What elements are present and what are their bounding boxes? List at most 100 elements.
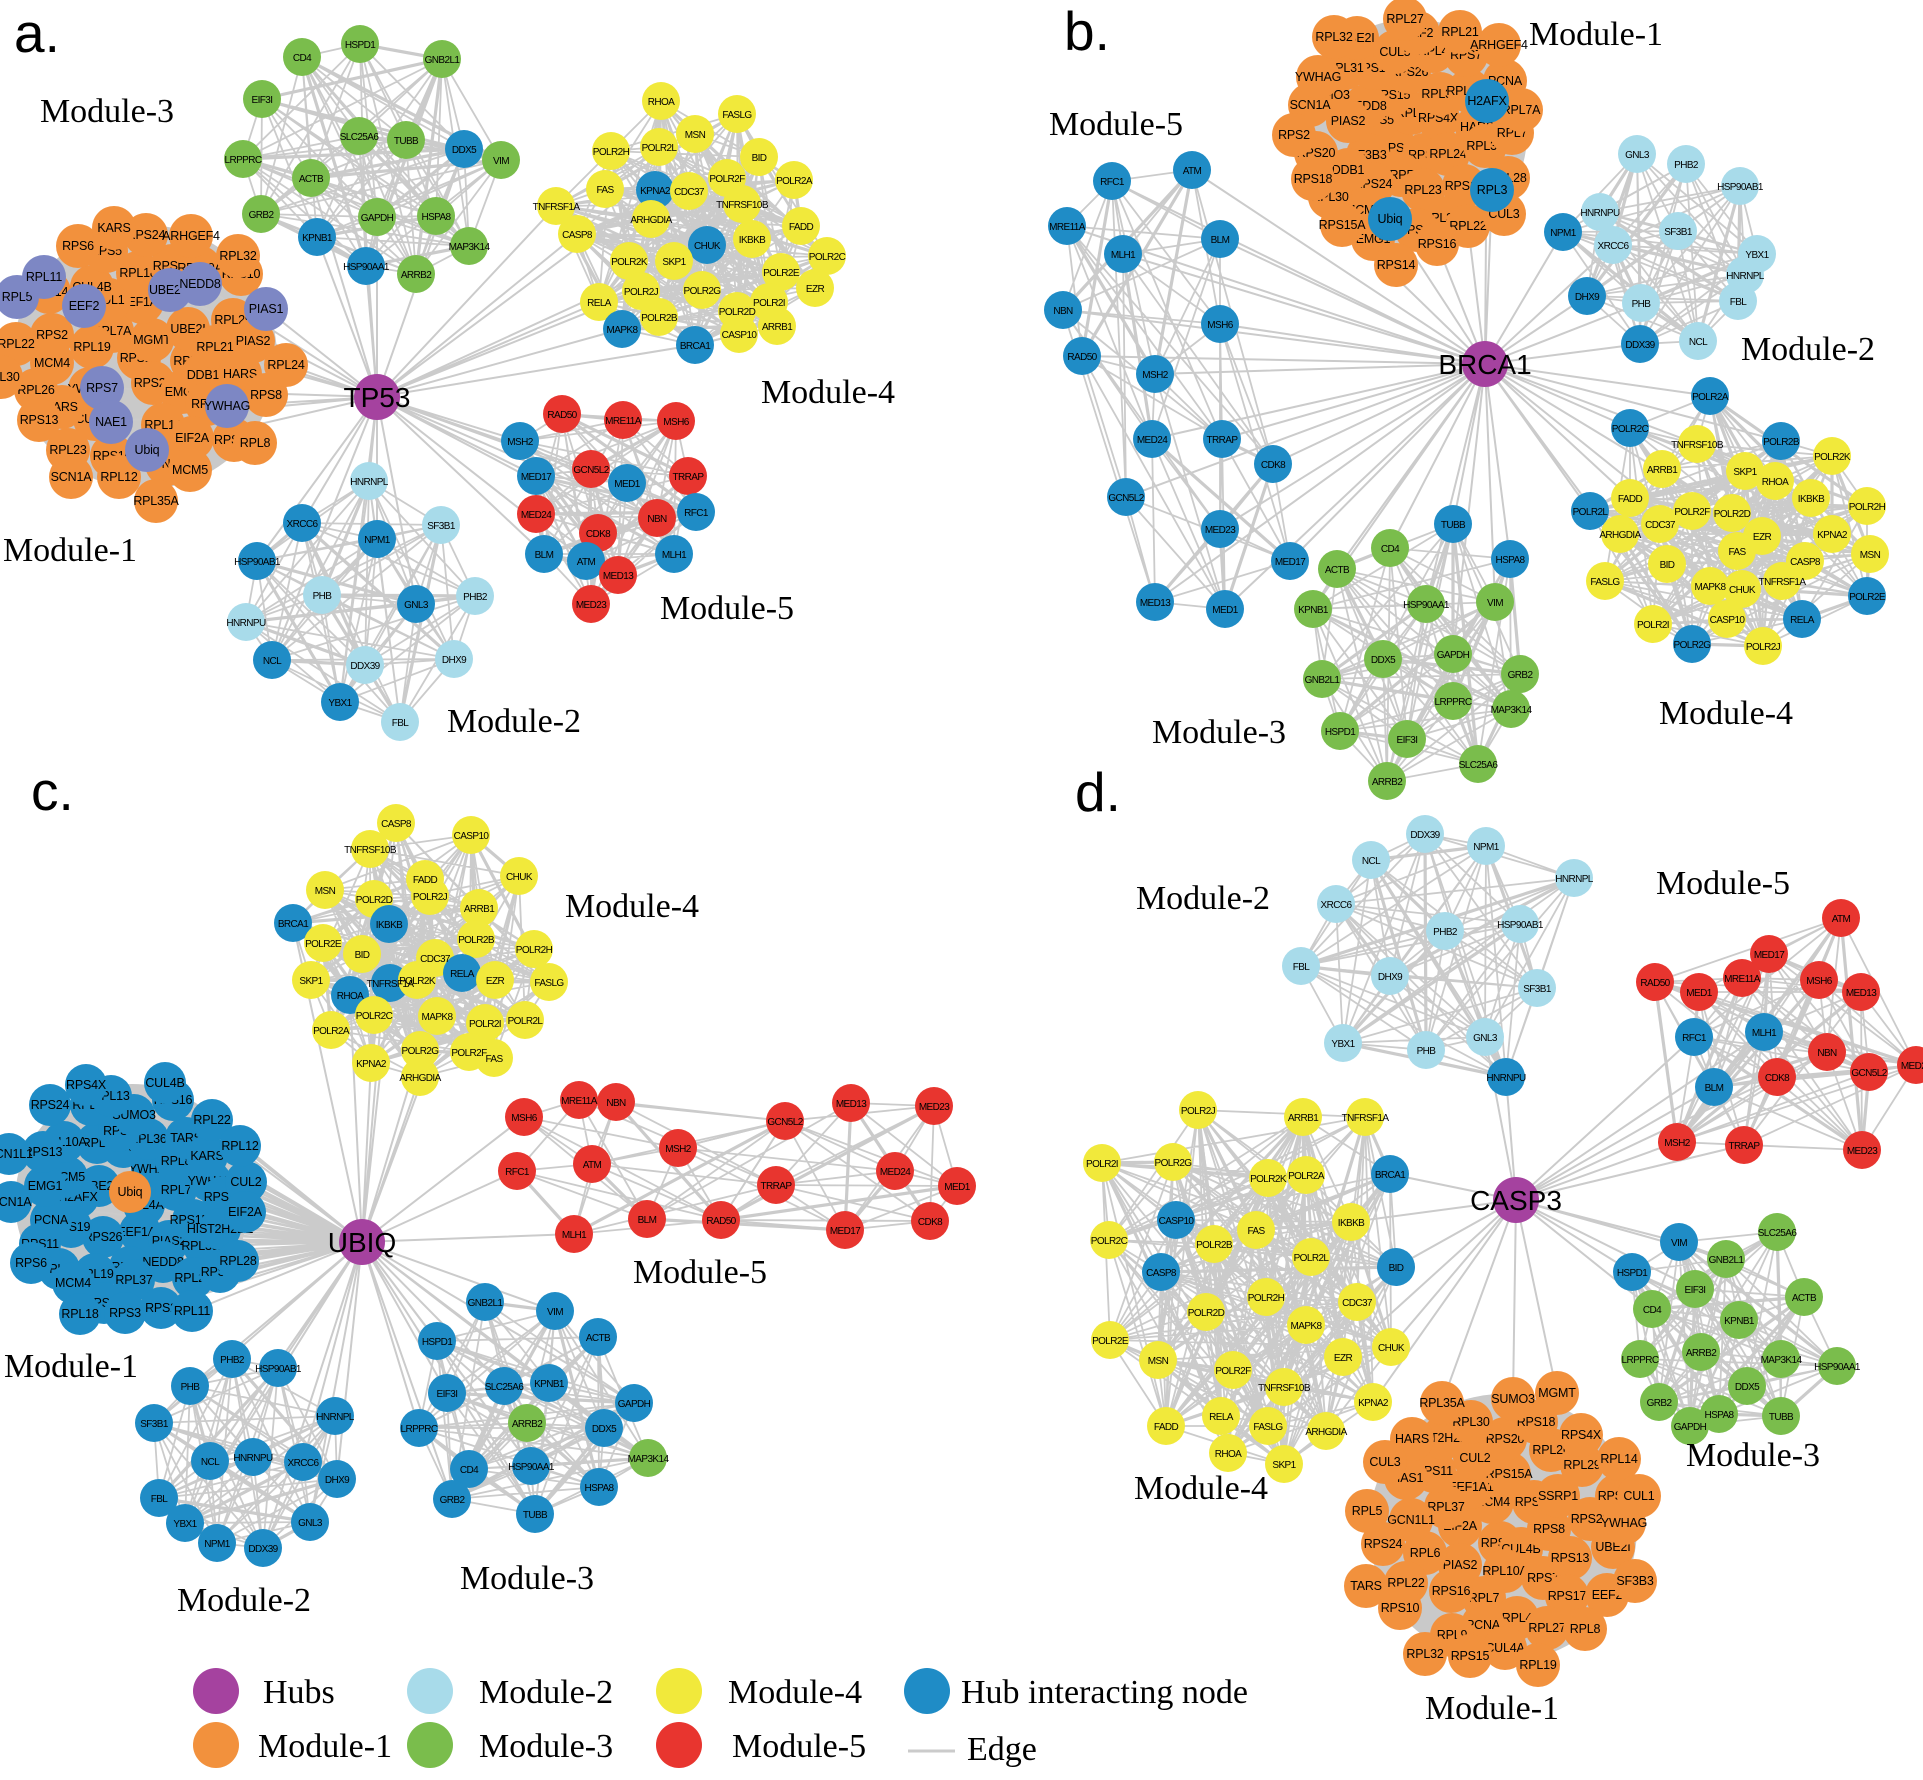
svg-text:MAP3K14: MAP3K14 (449, 242, 491, 253)
svg-text:MLH1: MLH1 (562, 1230, 587, 1241)
svg-text:MED13: MED13 (1140, 598, 1171, 609)
svg-text:SCN1A: SCN1A (0, 1195, 32, 1209)
svg-text:CASP8: CASP8 (1790, 557, 1821, 568)
svg-text:EIF3I: EIF3I (1685, 1285, 1706, 1296)
svg-text:NPM1: NPM1 (364, 535, 390, 546)
svg-text:ATM: ATM (583, 1160, 602, 1171)
svg-text:Module-4: Module-4 (565, 888, 699, 925)
svg-text:PHB2: PHB2 (220, 1355, 245, 1366)
svg-text:BLM: BLM (1211, 235, 1230, 246)
svg-text:SF3B1: SF3B1 (1664, 227, 1693, 238)
svg-text:PHB2: PHB2 (1674, 160, 1699, 171)
svg-text:CD4: CD4 (460, 1465, 479, 1476)
svg-text:Edge: Edge (967, 1731, 1037, 1768)
svg-text:EIF3I: EIF3I (252, 95, 273, 106)
svg-text:RPL23: RPL23 (49, 443, 86, 457)
svg-text:FAS: FAS (596, 185, 614, 196)
svg-text:POLR2D: POLR2D (356, 895, 393, 906)
svg-text:FBL: FBL (1730, 297, 1748, 308)
svg-text:SCN1A: SCN1A (1290, 98, 1332, 112)
svg-text:NPM1: NPM1 (204, 1539, 230, 1550)
svg-text:SKP1: SKP1 (1733, 467, 1757, 478)
svg-text:BLM: BLM (638, 1215, 657, 1226)
svg-text:MED13: MED13 (1846, 988, 1877, 999)
svg-text:ACTB: ACTB (1792, 1293, 1817, 1304)
svg-text:ARRB1: ARRB1 (1288, 1113, 1319, 1124)
svg-text:CDK8: CDK8 (1261, 460, 1286, 471)
svg-text:MED1: MED1 (944, 1182, 970, 1193)
svg-text:GNL3: GNL3 (1473, 1033, 1498, 1044)
svg-text:ARRB1: ARRB1 (464, 904, 495, 915)
svg-text:RPS13: RPS13 (1551, 1551, 1590, 1565)
svg-text:POLR2I: POLR2I (469, 1019, 501, 1030)
svg-text:CD4: CD4 (1643, 1305, 1662, 1316)
svg-text:Module-4: Module-4 (1659, 695, 1793, 732)
svg-text:POLR2B: POLR2B (641, 313, 678, 324)
svg-text:TNFRSF10B: TNFRSF10B (1671, 440, 1724, 451)
svg-text:XRCC6: XRCC6 (1321, 900, 1353, 911)
svg-text:POLR2C: POLR2C (356, 1011, 393, 1022)
svg-text:Module-5: Module-5 (1049, 106, 1183, 143)
svg-text:RPL4: RPL4 (1502, 1611, 1533, 1625)
svg-text:POLR2F: POLR2F (709, 174, 745, 185)
svg-text:a.: a. (14, 2, 60, 64)
svg-text:RHOA: RHOA (1762, 477, 1789, 488)
svg-text:KPNA2: KPNA2 (640, 186, 671, 197)
svg-text:Module-5: Module-5 (732, 1728, 866, 1765)
svg-text:MED17: MED17 (1754, 950, 1785, 961)
svg-text:CASP10: CASP10 (1710, 615, 1746, 626)
svg-text:POLR2I: POLR2I (1637, 620, 1669, 631)
svg-text:EIF2A: EIF2A (228, 1205, 263, 1219)
svg-text:LRPPRC: LRPPRC (1435, 697, 1472, 708)
svg-text:KARS: KARS (97, 221, 130, 235)
svg-text:FBL: FBL (392, 718, 410, 729)
svg-text:RPL26: RPL26 (1532, 1443, 1569, 1457)
svg-text:EZR: EZR (806, 284, 825, 295)
svg-text:RPS2: RPS2 (36, 328, 68, 342)
svg-text:ACTB: ACTB (586, 1333, 611, 1344)
svg-text:POLR2J: POLR2J (1746, 642, 1781, 653)
svg-text:MED17: MED17 (1275, 557, 1306, 568)
svg-text:POLR2A: POLR2A (776, 176, 813, 187)
svg-text:RPL32: RPL32 (1315, 30, 1352, 44)
svg-text:SLC25A6: SLC25A6 (1758, 1228, 1798, 1239)
svg-text:FASLG: FASLG (722, 110, 752, 121)
svg-text:RPS15A: RPS15A (1486, 1467, 1534, 1481)
svg-text:DHX9: DHX9 (325, 1475, 350, 1486)
svg-text:RPL27: RPL27 (1528, 1621, 1565, 1635)
svg-text:IKBKB: IKBKB (739, 235, 766, 246)
svg-text:ARHGDIA: ARHGDIA (1305, 1427, 1347, 1438)
svg-text:Module-4: Module-4 (728, 1674, 862, 1711)
svg-text:RELA: RELA (587, 298, 612, 309)
svg-text:RPL11: RPL11 (174, 1304, 211, 1318)
svg-text:MLH1: MLH1 (1752, 1028, 1777, 1039)
svg-text:ATM: ATM (1183, 166, 1202, 177)
svg-text:YBX1: YBX1 (1745, 250, 1769, 261)
svg-text:PHB: PHB (181, 1382, 201, 1393)
svg-text:Module-3: Module-3 (460, 1560, 594, 1597)
svg-text:RPL18: RPL18 (119, 266, 156, 280)
svg-text:b.: b. (1064, 0, 1110, 62)
svg-text:ARRB2: ARRB2 (1372, 777, 1403, 788)
svg-text:LRPPRC: LRPPRC (401, 1424, 438, 1435)
svg-text:RHOA: RHOA (1215, 1449, 1242, 1460)
svg-text:HARS: HARS (223, 367, 257, 381)
svg-text:MRE11A: MRE11A (605, 416, 642, 427)
svg-text:MCM4: MCM4 (34, 356, 70, 370)
svg-text:MED23: MED23 (576, 600, 607, 611)
svg-text:GNL3: GNL3 (298, 1518, 323, 1529)
svg-text:YWHAG: YWHAG (1295, 70, 1341, 84)
svg-text:MRE11A: MRE11A (561, 1096, 598, 1107)
svg-text:TNFRSF10B: TNFRSF10B (344, 845, 397, 856)
svg-text:ACTB: ACTB (1325, 565, 1350, 576)
svg-text:MAPK8: MAPK8 (1695, 582, 1727, 593)
svg-text:HSPA8: HSPA8 (421, 212, 451, 223)
svg-text:MED24: MED24 (880, 1167, 911, 1178)
svg-text:DDX39: DDX39 (1625, 340, 1655, 351)
svg-text:POLR2C: POLR2C (809, 252, 846, 263)
svg-text:MRE11A: MRE11A (1724, 974, 1761, 985)
svg-text:HARS: HARS (1395, 1432, 1429, 1446)
svg-text:MED1: MED1 (614, 479, 640, 490)
svg-text:CHUK: CHUK (1729, 585, 1756, 596)
svg-text:SUMO3: SUMO3 (1491, 1392, 1535, 1406)
